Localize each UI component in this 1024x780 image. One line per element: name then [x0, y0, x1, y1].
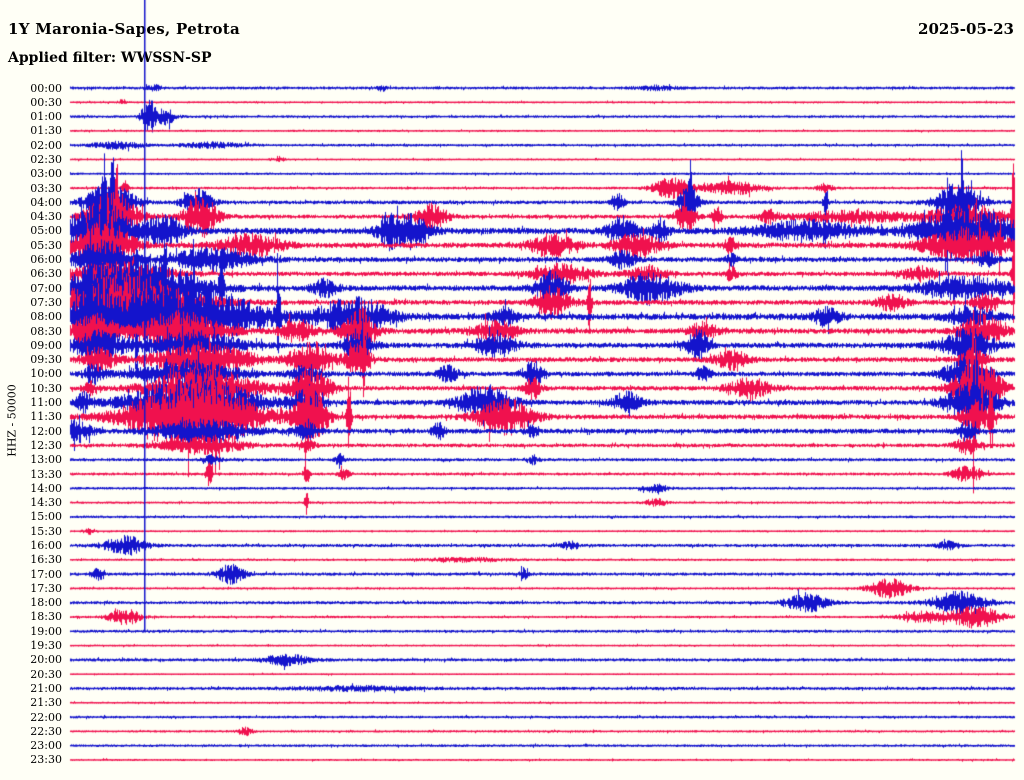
trace-canvas	[0, 0, 1024, 780]
helicorder-page: { "header": { "station_title": "1Y Maron…	[0, 0, 1024, 780]
